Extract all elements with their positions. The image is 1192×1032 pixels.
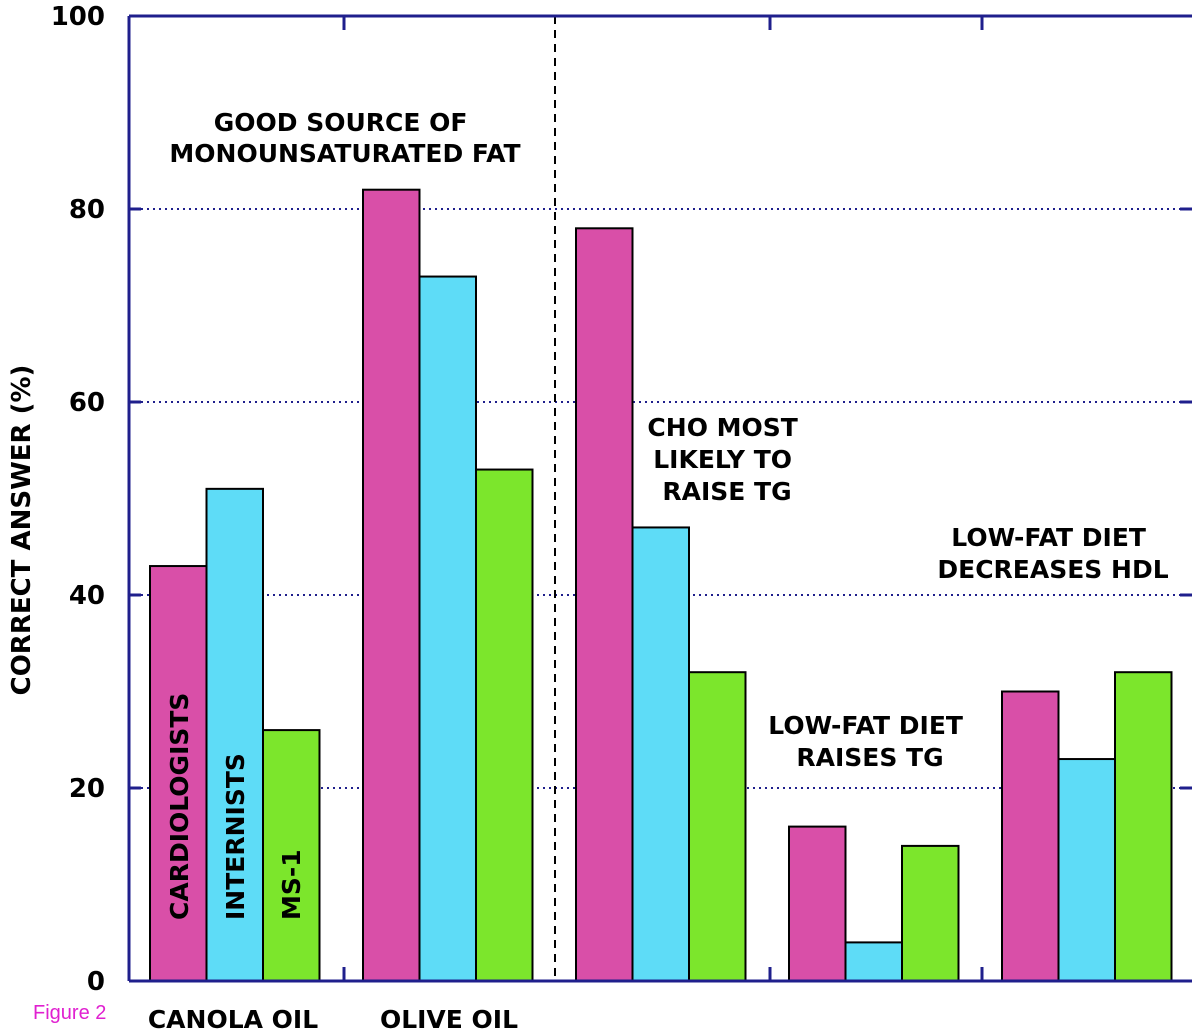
bar-cardiologists-3 bbox=[575, 227, 634, 983]
bar-ms-1-1 bbox=[262, 729, 321, 982]
y-tick-label: 40 bbox=[69, 581, 105, 611]
annotation-line: DECREASES HDL bbox=[937, 555, 1168, 584]
y-tick-label: 80 bbox=[69, 195, 105, 225]
bar-cardiologists-5 bbox=[1001, 690, 1060, 982]
annotation-line: MONOUNSATURATED FAT bbox=[169, 139, 520, 168]
annotations: GOOD SOURCE OF MONOUNSATURATED FAT CHO M… bbox=[169, 108, 1168, 772]
y-axis-label: CORRECT ANSWER (%) bbox=[7, 365, 37, 696]
y-tick-label: 0 bbox=[87, 967, 105, 997]
annotation-line: RAISES TG bbox=[796, 743, 943, 772]
bar-internists-3 bbox=[631, 526, 690, 982]
bar-internists-4 bbox=[844, 941, 903, 983]
annotation-line: GOOD SOURCE OF bbox=[214, 108, 468, 137]
annotation-line: LOW-FAT DIET bbox=[951, 523, 1146, 552]
annotation-line: CHO MOST bbox=[647, 413, 797, 442]
bar-cardiologists-2 bbox=[362, 188, 421, 982]
annotation-lowfat-decreases-hdl: LOW-FAT DIET DECREASES HDL bbox=[937, 523, 1168, 584]
bars bbox=[149, 188, 1173, 983]
annotation-lowfat-raises-tg: LOW-FAT DIET RAISES TG bbox=[768, 711, 971, 772]
series-label-internists: INTERNISTS bbox=[221, 753, 250, 920]
bar-internists-5 bbox=[1057, 758, 1116, 982]
bar-ms-1-5 bbox=[1114, 671, 1173, 982]
category-label-olive-oil: OLIVE OIL bbox=[380, 1005, 518, 1032]
annotation-line: RAISE TG bbox=[662, 477, 791, 506]
y-tick-label: 20 bbox=[69, 774, 105, 804]
series-label-cardiologists: CARDIOLOGISTS bbox=[165, 693, 194, 920]
category-label-canola-oil: CANOLA OIL bbox=[148, 1005, 318, 1032]
bar-cardiologists-4 bbox=[788, 825, 847, 982]
annotation-cho-raise-tg: CHO MOST LIKELY TO RAISE TG bbox=[647, 413, 806, 506]
y-tick-label: 60 bbox=[69, 388, 105, 418]
y-tick-label: 100 bbox=[51, 2, 105, 32]
annotation-line: LOW-FAT DIET bbox=[768, 711, 963, 740]
bar-internists-2 bbox=[418, 275, 477, 982]
series-label-ms1: MS-1 bbox=[277, 849, 306, 920]
bar-ms-1-2 bbox=[475, 468, 534, 982]
annotation-monounsaturated: GOOD SOURCE OF MONOUNSATURATED FAT bbox=[169, 108, 520, 168]
axes: 0 20 40 60 80 100 bbox=[51, 2, 1192, 997]
figure-label: Figure 2 bbox=[33, 1002, 106, 1024]
bar-internists-1 bbox=[205, 487, 264, 982]
bar-cardiologists-1 bbox=[149, 565, 208, 982]
bar-ms-1-3 bbox=[688, 671, 747, 982]
bar-ms-1-4 bbox=[901, 844, 960, 983]
annotation-line: LIKELY TO bbox=[653, 445, 792, 474]
